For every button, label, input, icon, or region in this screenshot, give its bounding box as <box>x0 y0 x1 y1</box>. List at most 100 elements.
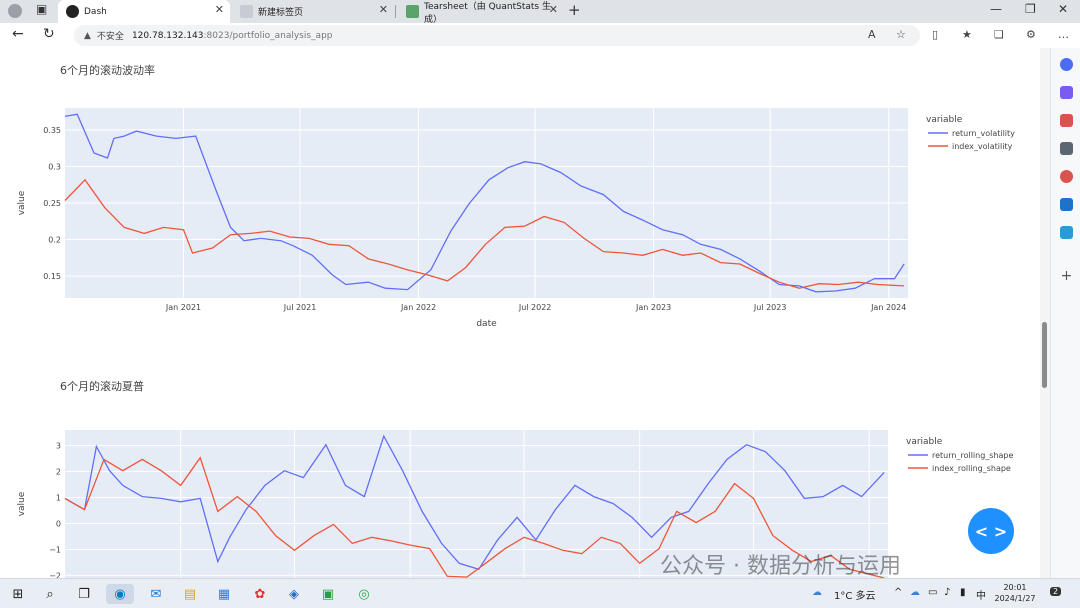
office-icon[interactable] <box>1060 170 1073 183</box>
x-tick-label: Jan 2024 <box>870 303 906 312</box>
series-line-index_volatility <box>64 178 905 289</box>
y-tick-label: 2 <box>56 468 61 477</box>
extensions-icon[interactable]: ⚙ <box>1026 28 1036 41</box>
favorite-star-icon[interactable]: ☆ <box>896 28 906 41</box>
tab-new[interactable]: 新建标签页 ✕ <box>232 0 394 23</box>
y-tick-label: 1 <box>56 494 61 503</box>
tab-title: Tearsheet（由 QuantStats 生成） <box>424 1 551 25</box>
y-axis-label: value <box>17 491 27 516</box>
file-explorer-icon[interactable]: ▤ <box>183 586 197 602</box>
toolbox-icon[interactable] <box>1060 114 1073 127</box>
x-tick-label: Jul 2021 <box>283 303 317 312</box>
x-tick-label: Jan 2022 <box>400 303 436 312</box>
url-path: :8023/portfolio_analysis_app <box>203 30 333 41</box>
page-scrollbar[interactable] <box>1040 48 1050 578</box>
taskbar: ⊞ ⌕ ❐ ◉ ✉ ▤ ▦ ✿ ◈ ▣ ◎ ☁ 1°C 多云 ^ ☁ ▭ ♪ ▮… <box>0 578 1080 608</box>
maximize-icon[interactable]: ❐ <box>1025 2 1036 16</box>
clock[interactable]: 20:01 2024/1/27 <box>990 582 1040 604</box>
address-field[interactable]: ▲ 不安全 120.78.132.143 :8023/portfolio_ana… <box>74 25 920 46</box>
minimize-icon[interactable]: — <box>990 2 1002 16</box>
y-tick-label: 0.3 <box>48 162 61 171</box>
app-icon[interactable]: ✿ <box>254 586 266 602</box>
sharpe-chart: 3 2 1 0 −1 −2 value variable return_rolling_shap… <box>17 430 1014 578</box>
drop-icon[interactable] <box>1060 226 1073 239</box>
search-icon[interactable]: ⌕ <box>46 586 54 602</box>
weather-icon: ☁ <box>812 587 822 598</box>
refresh-button[interactable]: ↻ <box>43 26 55 42</box>
close-tab-icon[interactable]: ✕ <box>378 3 388 16</box>
tray-chevron-icon[interactable]: ^ <box>894 587 903 598</box>
tab-bar: ▣ Dash ✕ 新建标签页 ✕ Tearsheet（由 QuantStats … <box>0 0 1080 25</box>
address-bar-row: ← ↻ ▲ 不安全 120.78.132.143 :8023/portfolio… <box>0 23 1080 48</box>
tab-tearsheet[interactable]: Tearsheet（由 QuantStats 生成） ✕ <box>398 0 564 25</box>
legend-item-label: return_volatility <box>952 129 1015 138</box>
watermark: 公众号 · 数据分析与运用 <box>660 554 901 579</box>
series-line-index_rolling_shape <box>64 456 885 578</box>
outlook-icon[interactable] <box>1060 198 1073 211</box>
x-tick-label: Jul 2022 <box>518 303 552 312</box>
search-icon[interactable] <box>1060 58 1073 71</box>
store-icon[interactable]: ▦ <box>217 586 231 602</box>
dash-logo-icon <box>66 5 79 18</box>
legend-item-label: index_rolling_shape <box>932 464 1011 473</box>
y-tick-label: −1 <box>49 545 61 554</box>
weather-text[interactable]: 1°C 多云 <box>834 591 876 602</box>
network-icon[interactable]: ▭ <box>928 587 938 598</box>
y-tick-label: 0.2 <box>48 236 61 245</box>
collections-icon[interactable]: ❏ <box>994 28 1004 41</box>
add-icon[interactable]: + <box>1060 268 1073 284</box>
close-window-icon[interactable]: ✕ <box>1058 2 1069 16</box>
tab-dash[interactable]: Dash ✕ <box>58 0 230 23</box>
clock-date: 2024/1/27 <box>994 594 1036 603</box>
x-tick-label: Jan 2023 <box>635 303 671 312</box>
onedrive-icon[interactable]: ☁ <box>910 587 920 598</box>
y-axis-label: value <box>17 190 27 215</box>
new-tab-button[interactable]: + <box>568 1 581 19</box>
clock-time: 20:01 <box>1003 583 1027 592</box>
x-tick-label: Jan 2021 <box>165 303 201 312</box>
y-tick-label: −2 <box>49 571 61 578</box>
notification-badge[interactable]: 2 <box>1050 587 1062 596</box>
mail-icon[interactable]: ✉ <box>150 586 162 602</box>
page-content: 6个月的滚动波动率 Jan 2021 Jul 2021 Jan 2022 Jul 20… <box>0 48 1040 578</box>
tab-actions-icon[interactable]: ▣ <box>36 2 48 16</box>
volume-icon[interactable]: ♪ <box>944 587 951 598</box>
ime-indicator[interactable]: 中 <box>976 591 986 602</box>
scroll-thumb[interactable] <box>1042 322 1047 388</box>
tag-icon[interactable] <box>1060 86 1073 99</box>
legend-title: variable <box>906 437 943 447</box>
chess-icon[interactable] <box>1060 142 1073 155</box>
back-button[interactable]: ← <box>12 26 24 42</box>
close-tab-icon[interactable]: ✕ <box>214 3 224 16</box>
series-line-return_volatility <box>64 113 905 293</box>
terminal-icon[interactable]: ▣ <box>321 586 335 602</box>
y-tick-label: 3 <box>56 442 61 451</box>
vscode-icon[interactable]: ◈ <box>289 586 299 602</box>
wechat-icon[interactable]: ◎ <box>358 586 370 602</box>
sharpe-title: 6个月的滚动夏普 <box>60 380 144 393</box>
more-icon[interactable]: … <box>1058 28 1069 41</box>
x-tick-label: Jul 2023 <box>753 303 787 312</box>
profile-icon[interactable] <box>8 4 22 18</box>
split-screen-icon[interactable]: ▯ <box>932 28 939 41</box>
volatility-title: 6个月的滚动波动率 <box>60 64 155 77</box>
browser-sidebar: + <box>1050 48 1080 578</box>
read-aloud-icon[interactable]: A <box>868 28 876 41</box>
task-view-icon[interactable]: ❐ <box>78 586 90 602</box>
legend-item-label: index_volatility <box>952 142 1013 151</box>
tab-title: Dash <box>84 6 107 17</box>
url-host: 120.78.132.143 <box>131 30 204 41</box>
devtools-toggle-button[interactable]: < > <box>968 508 1014 554</box>
legend-item-label: return_rolling_shape <box>932 451 1014 460</box>
chart-icon <box>406 5 419 18</box>
edge-icon[interactable]: ◉ <box>106 584 134 604</box>
series-line-return_rolling_shape <box>64 434 885 571</box>
close-tab-icon[interactable]: ✕ <box>548 3 558 16</box>
start-icon[interactable]: ⊞ <box>12 586 24 602</box>
security-label: 不安全 <box>96 32 124 42</box>
battery-icon[interactable]: ▮ <box>960 587 966 598</box>
page-icon <box>240 5 253 18</box>
y-tick-label: 0.35 <box>43 126 61 135</box>
favorites-icon[interactable]: ★ <box>962 28 972 41</box>
y-tick-label: 0.25 <box>43 199 61 208</box>
